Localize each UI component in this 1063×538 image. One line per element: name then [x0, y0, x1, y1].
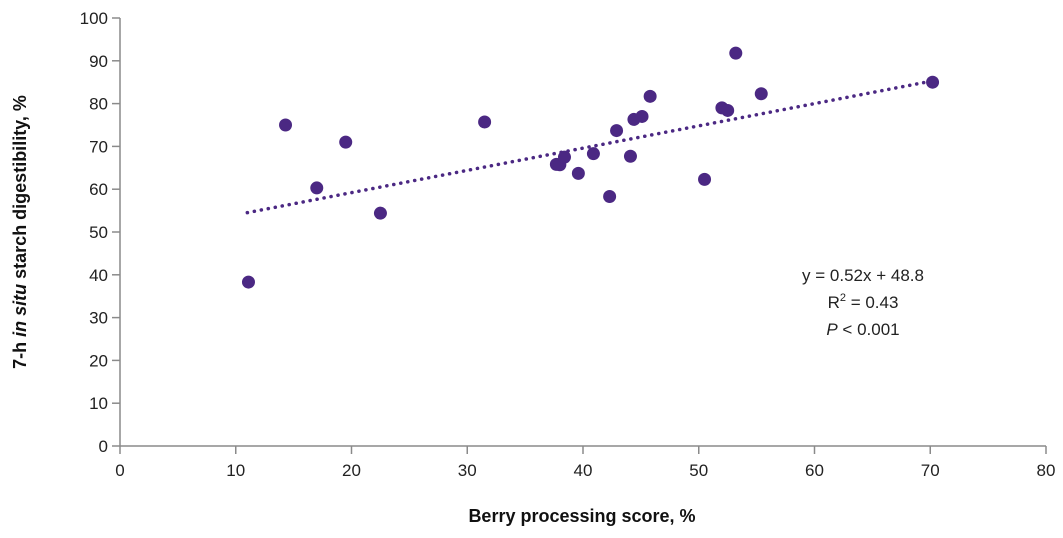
data-point [643, 89, 657, 103]
y-tick-label: 0 [99, 437, 108, 456]
x-tick-label: 70 [921, 461, 940, 480]
y-tick-label: 100 [80, 9, 108, 28]
y-tick-label: 90 [89, 52, 108, 71]
data-point [557, 150, 571, 164]
data-point [635, 109, 649, 123]
regression-annotation: y = 0.52x + 48.8 R2 = 0.43 P < 0.001 [802, 266, 924, 339]
trendline [245, 79, 932, 215]
x-tick-label: 50 [689, 461, 708, 480]
data-point [623, 149, 637, 163]
x-tick-label: 0 [115, 461, 124, 480]
data-point [571, 166, 585, 180]
annotation-r2-sup: 2 [840, 292, 846, 304]
annotation-r2-value: = 0.43 [846, 293, 898, 312]
annotation-p-symbol: P [826, 320, 838, 339]
y-tick-label: 80 [89, 95, 108, 114]
x-tick-label: 60 [805, 461, 824, 480]
y-tick-label: 40 [89, 266, 108, 285]
data-point [926, 75, 940, 89]
x-axis-title: Berry processing score, % [468, 506, 695, 526]
y-axis-title-italic: in situ [10, 284, 30, 337]
y-tick-label: 60 [89, 180, 108, 199]
y-tick-label: 30 [89, 309, 108, 328]
axes: 0 10 20 30 40 50 60 70 80 90 100 0 10 20 30 40 50 60 70 80 [80, 9, 1056, 480]
y-tick-label: 20 [89, 351, 108, 370]
x-tick-label: 30 [458, 461, 477, 480]
data-point [310, 181, 324, 195]
data-point [754, 87, 768, 101]
data-point [698, 172, 712, 186]
y-axis-title: 7-h in situ starch digestibility, % [10, 95, 30, 369]
x-tick-label: 40 [574, 461, 593, 480]
trendline-group [245, 79, 932, 215]
data-points [241, 46, 940, 289]
annotation-p-value: < 0.001 [838, 320, 900, 339]
annotation-p: P < 0.001 [826, 320, 899, 339]
data-point [279, 118, 293, 132]
data-point [729, 46, 743, 60]
data-point [478, 115, 492, 129]
data-point [721, 103, 735, 117]
x-tick-label: 10 [226, 461, 245, 480]
annotation-r2-prefix: R [828, 293, 840, 312]
data-point [586, 147, 600, 161]
data-point [610, 124, 624, 138]
data-point [339, 135, 353, 149]
data-point [603, 189, 617, 203]
annotation-equation: y = 0.52x + 48.8 [802, 266, 924, 285]
y-axis-title-part-1: 7-h [10, 337, 30, 369]
data-point [373, 206, 387, 220]
x-tick-label: 80 [1037, 461, 1056, 480]
y-tick-label: 50 [89, 223, 108, 242]
data-point [241, 275, 255, 289]
y-axis-title-part-3: starch digestibility, % [10, 95, 30, 284]
annotation-r2: R2 = 0.43 [828, 292, 899, 312]
x-tick-label: 20 [342, 461, 361, 480]
y-tick-label: 70 [89, 137, 108, 156]
y-tick-label: 10 [89, 394, 108, 413]
